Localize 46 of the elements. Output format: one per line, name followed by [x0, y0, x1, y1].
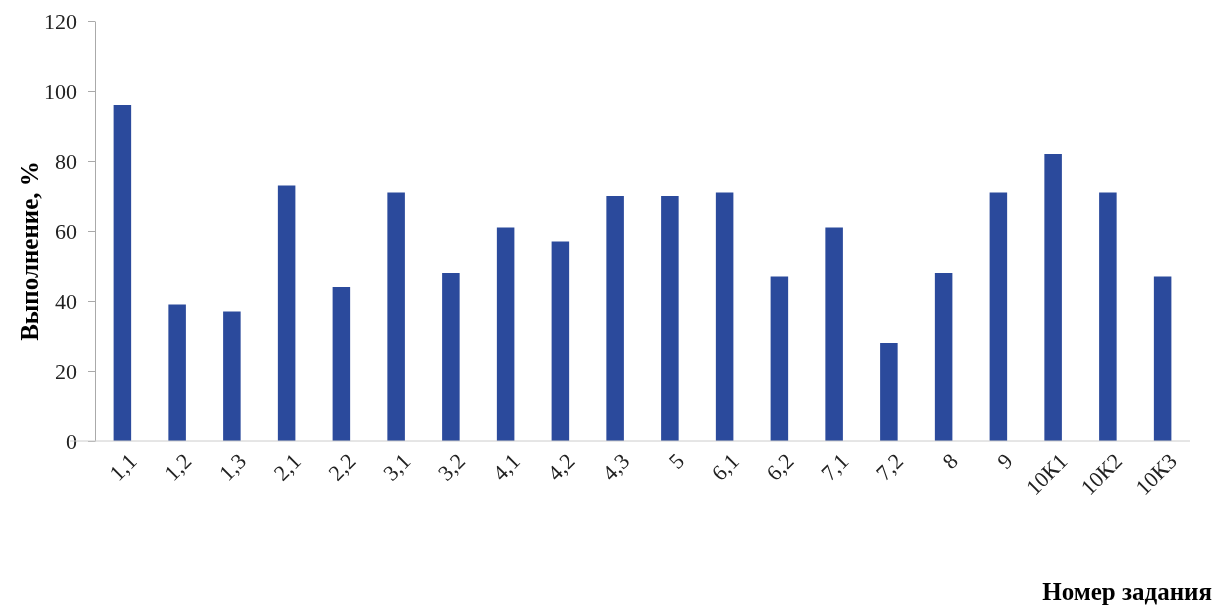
bar: [387, 192, 405, 441]
x-tick-label: 1,1: [104, 448, 142, 486]
bar: [934, 273, 953, 441]
x-axis-title: Номер задания: [1042, 578, 1212, 605]
x-tick-label: 6,2: [761, 448, 799, 486]
bar: [880, 343, 898, 441]
bar: [715, 192, 734, 441]
bar: [223, 311, 241, 441]
bar: [277, 185, 296, 441]
y-tick-label: 100: [44, 78, 77, 104]
x-tick-label: 3,1: [378, 448, 416, 486]
x-tick-label: 4,3: [597, 448, 635, 486]
bar: [661, 196, 679, 441]
bar: [989, 192, 1008, 441]
y-tick-label: 60: [55, 218, 77, 244]
bar: [551, 241, 570, 441]
bar: [825, 227, 843, 441]
x-tick-label: 9: [992, 448, 1018, 474]
x-tick-label: 8: [937, 448, 963, 474]
y-tick-label: 120: [44, 8, 77, 34]
x-tick-label: 2,1: [268, 448, 306, 486]
x-tick-label: 3,2: [432, 448, 470, 486]
x-tick-label: 5: [663, 448, 689, 474]
y-tick-label: 20: [55, 358, 77, 384]
y-tick-label: 0: [66, 428, 77, 454]
y-axis-title: Выполнение, %: [16, 161, 43, 341]
bar: [496, 227, 515, 441]
x-tick-label: 7,1: [816, 448, 854, 486]
x-tick-label: 1,3: [213, 448, 251, 486]
bar: [1099, 192, 1117, 441]
bar: [770, 276, 789, 441]
y-tick-label: 40: [55, 288, 77, 314]
x-tick-label: 4,2: [542, 448, 580, 486]
bar: [1044, 154, 1062, 441]
bar: [606, 196, 624, 441]
x-tick-label: 2,2: [323, 448, 361, 486]
y-tick-label: 80: [55, 148, 77, 174]
bar: [168, 304, 186, 441]
x-tick-label: 1,2: [159, 448, 197, 486]
bar: [1153, 276, 1172, 441]
x-tick-label: 7,2: [870, 448, 908, 486]
bar: [113, 105, 132, 441]
x-tick-label: 6,1: [706, 448, 744, 486]
bar: [442, 273, 460, 441]
bar: [332, 287, 351, 441]
x-tick-label: 4,1: [487, 448, 525, 486]
